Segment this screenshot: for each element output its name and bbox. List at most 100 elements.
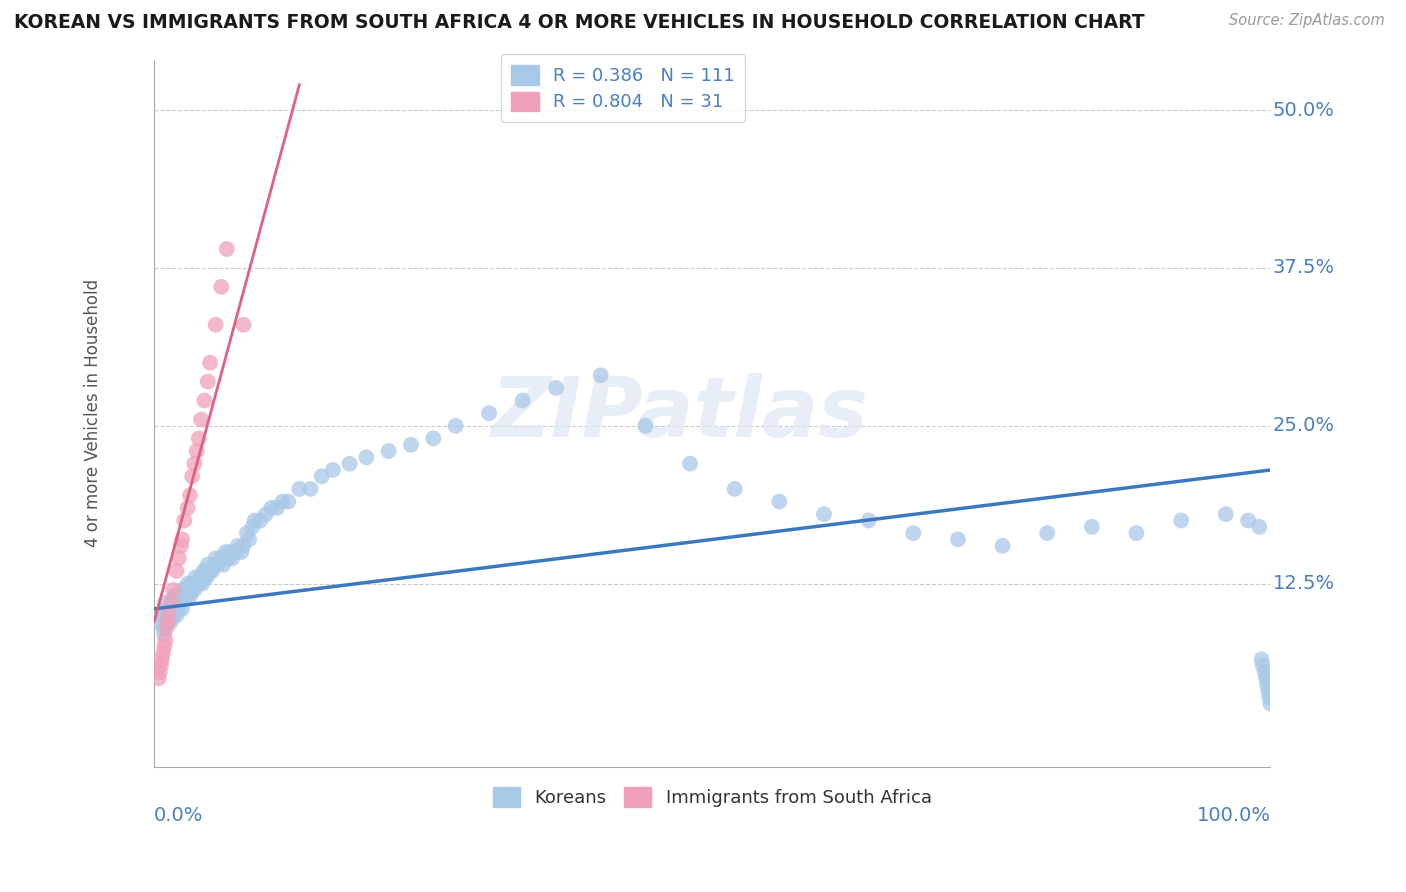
Point (1125, 526, 1147, 541)
Point (172, 533, 194, 547)
Point (198, 356, 221, 370)
Point (215, 242, 238, 256)
Point (163, 608, 186, 623)
Point (339, 457, 361, 471)
Point (188, 570, 211, 584)
Point (311, 469, 333, 483)
Point (160, 608, 183, 623)
Point (179, 589, 201, 603)
Point (478, 406, 501, 420)
Point (155, 633, 177, 648)
Point (377, 444, 399, 458)
Point (207, 558, 229, 572)
Point (186, 444, 208, 458)
Point (152, 646, 174, 660)
Point (186, 576, 208, 591)
Text: 50.0%: 50.0% (1272, 101, 1334, 120)
Point (176, 582, 198, 597)
Point (399, 438, 422, 452)
Point (187, 431, 209, 445)
Point (422, 431, 444, 445)
Point (183, 457, 205, 471)
Point (187, 576, 209, 591)
Point (221, 551, 243, 566)
Point (166, 589, 188, 603)
Point (194, 564, 217, 578)
Point (162, 602, 184, 616)
Point (322, 463, 344, 477)
Text: 100.0%: 100.0% (1197, 805, 1271, 824)
Point (190, 412, 212, 426)
Point (204, 558, 226, 572)
Point (167, 602, 190, 616)
Point (204, 551, 226, 566)
Point (179, 488, 201, 502)
Point (181, 576, 204, 591)
Point (166, 596, 188, 610)
Point (155, 596, 177, 610)
Point (149, 665, 172, 679)
Point (858, 513, 880, 527)
Point (181, 469, 204, 483)
Point (232, 539, 254, 553)
Point (197, 375, 219, 389)
Point (991, 539, 1014, 553)
Point (157, 608, 180, 623)
Point (181, 582, 204, 597)
Point (768, 494, 790, 508)
Point (242, 520, 264, 534)
Point (1237, 513, 1260, 527)
Point (157, 615, 180, 629)
Point (150, 608, 173, 623)
Point (225, 545, 247, 559)
Point (173, 582, 195, 597)
Text: 4 or more Vehicles in Household: 4 or more Vehicles in Household (84, 279, 101, 547)
Point (209, 551, 232, 566)
Point (634, 418, 657, 433)
Point (1036, 526, 1059, 541)
Text: 25.0%: 25.0% (1272, 417, 1334, 435)
Point (180, 576, 202, 591)
Point (173, 513, 195, 527)
Point (1256, 678, 1278, 692)
Point (724, 482, 747, 496)
Point (198, 564, 221, 578)
Point (183, 582, 205, 597)
Point (166, 608, 188, 623)
Point (149, 658, 172, 673)
Point (589, 368, 612, 383)
Point (1257, 684, 1279, 698)
Point (266, 500, 288, 515)
Point (209, 280, 232, 294)
Point (156, 615, 179, 629)
Point (236, 526, 259, 541)
Point (243, 513, 266, 527)
Point (232, 318, 254, 332)
Point (231, 545, 253, 559)
Point (197, 558, 219, 572)
Text: 12.5%: 12.5% (1272, 574, 1334, 593)
Point (238, 533, 260, 547)
Point (166, 564, 188, 578)
Point (226, 539, 249, 553)
Point (1250, 652, 1272, 666)
Point (271, 494, 294, 508)
Point (177, 576, 200, 591)
Point (165, 596, 187, 610)
Text: 37.5%: 37.5% (1272, 259, 1334, 277)
Point (679, 457, 702, 471)
Point (544, 381, 567, 395)
Legend: Koreans, Immigrants from South Africa: Koreans, Immigrants from South Africa (485, 780, 939, 814)
Point (153, 640, 176, 654)
Point (177, 589, 200, 603)
Point (172, 582, 194, 597)
Point (212, 558, 235, 572)
Point (169, 596, 191, 610)
Point (219, 545, 242, 559)
Point (193, 393, 215, 408)
Point (172, 602, 194, 616)
Text: 0.0%: 0.0% (155, 805, 204, 824)
Point (155, 602, 177, 616)
Point (1170, 513, 1192, 527)
Point (249, 513, 271, 527)
